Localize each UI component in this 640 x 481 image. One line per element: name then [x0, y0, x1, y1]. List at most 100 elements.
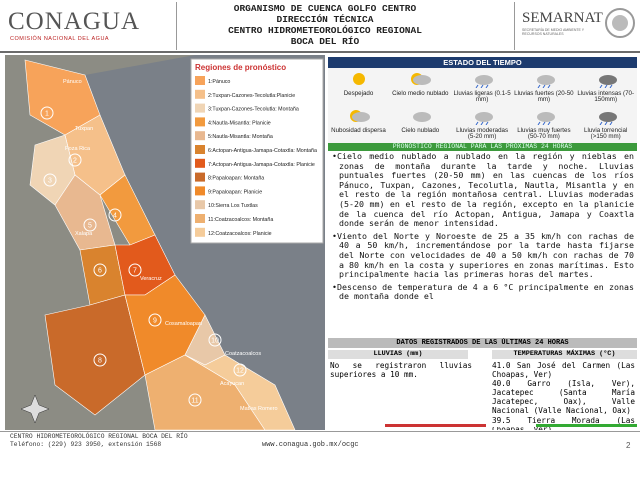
region-marker — [68, 153, 82, 167]
weather-icon — [475, 75, 494, 89]
region-number: 6 — [98, 268, 102, 275]
legend-title: Regiones de pronóstico — [195, 63, 286, 72]
legend-swatch — [195, 158, 205, 168]
legend-label: 8:Papaloapan: Montaña — [208, 176, 264, 182]
region-marker — [128, 263, 142, 277]
legend-swatch — [195, 131, 205, 141]
title-line: DIRECCIÓN TÉCNICA — [276, 14, 374, 25]
region-area — [54, 174, 116, 251]
weather-label: Cielo nublado — [401, 126, 440, 134]
cloud — [598, 112, 617, 122]
weather-icon — [411, 73, 432, 85]
region-marker — [43, 173, 57, 187]
region-marker — [148, 313, 162, 327]
legend-swatch — [195, 117, 205, 127]
region-number: 8 — [98, 358, 102, 365]
temp-record: 40.0 Garro (Isla, Ver), Jacatepec (Santa… — [492, 379, 635, 416]
cloud — [413, 112, 432, 122]
weather-label: Lluvias intensas (70-150mm) — [577, 89, 635, 103]
rain — [537, 121, 551, 126]
rain — [537, 84, 551, 89]
legend-label: 9:Papaloapan: Planicie — [208, 189, 262, 195]
city-label: Veracruz — [140, 276, 162, 282]
rain — [599, 121, 613, 126]
footer-url: www.conagua.gob.mx/ocgc — [262, 441, 359, 449]
legend-label: 6:Actopan-Antigua-Jamapa-Cotaxtla: Monta… — [208, 148, 317, 154]
weather-icon — [536, 112, 555, 126]
weather-label: Lluvias moderadas (5-20 mm) — [456, 126, 509, 140]
weather-title: ESTADO DEL TIEMPO — [328, 57, 637, 68]
region-number: 2 — [73, 158, 77, 165]
footer-line: CENTRO HIDROMETEOROLÓGICO REGIONAL BOCA … — [10, 433, 188, 440]
region-number: 7 — [133, 268, 137, 275]
weather-item: Lluvias fuertes (20-50 mm) — [513, 70, 574, 104]
region-number: 5 — [88, 223, 92, 230]
semarnat-subtitle: SECRETARÍA DE MEDIO AMBIENTE Y RECURSOS … — [522, 28, 585, 36]
region-number: 11 — [191, 398, 198, 405]
weather-item: Lluvias moderadas (5-20 mm) — [452, 107, 513, 141]
footer-stripe — [385, 424, 637, 427]
title-line: ORGANISMO DE CUENCA GOLFO CENTRO — [233, 3, 417, 14]
region-number: 1 — [45, 111, 49, 118]
weather-item: Lluvias ligeras (0.1-5 mm) — [452, 70, 513, 104]
forecast-bullet: •Descenso de temperatura de 4 a 6 °C pri… — [332, 281, 634, 302]
footer-line: Teléfono: (229) 923 3950, extensión 1568 — [10, 441, 162, 448]
records-table: DATOS REGISTRADOS DE LAS ÚLTIMAS 24 HORA… — [328, 338, 637, 430]
rain — [475, 84, 489, 89]
forecast-title: PRONÓSTICO REGIONAL PARA LAS PRÓXIMAS 24… — [328, 143, 637, 151]
weather-icon — [475, 112, 494, 126]
cloud — [536, 75, 555, 85]
legend-swatch — [195, 103, 205, 113]
compass — [20, 394, 50, 424]
legend-swatch — [195, 214, 205, 223]
region-marker — [208, 333, 222, 347]
header-titles: ORGANISMO DE CUENCA GOLFO CENTRO DIRECCI… — [180, 3, 470, 47]
legend-label: 1:Pánuco — [208, 79, 230, 85]
logo: CONAGUA — [8, 8, 140, 35]
footer-left: CENTRO HIDROMETEOROLÓGICO REGIONAL BOCA … — [10, 433, 188, 449]
weather-item: Despejado — [328, 70, 389, 97]
cloud — [413, 75, 432, 85]
city-label: Tuxpan — [75, 126, 93, 132]
legend-label: 12:Coatzacoalcos: Planicie — [208, 231, 272, 237]
region-marker — [233, 363, 247, 377]
legend-label: 11:Coatzacoalcos: Montaña — [208, 217, 273, 223]
cloud — [475, 112, 494, 122]
legend-swatch — [195, 145, 205, 154]
region-marker — [93, 263, 107, 277]
column-header: LLUVIAS (mm) — [328, 350, 468, 359]
weather-item: Cielo medio nublado — [390, 70, 451, 97]
weather-label: Lluvia torrencial (>150 mm) — [584, 126, 628, 140]
weather-label: Lluvias fuertes (20-50 mm) — [514, 89, 574, 103]
region-marker — [188, 393, 202, 407]
cloud — [475, 75, 494, 85]
weather-icon — [349, 110, 370, 122]
region-marker — [108, 208, 122, 222]
weather-icon — [536, 75, 555, 89]
title-line: CENTRO HIDROMETEOROLÓGICO REGIONAL — [228, 25, 422, 36]
temp-record: 41.0 San José del Carmen (Las Choapas, V… — [492, 361, 635, 380]
weather-icon — [598, 112, 617, 126]
column-header: TEMPERATURAS MÁXIMAS (°C) — [492, 350, 637, 359]
legend-label: 3:Tuxpan-Cazones-Tecolutla: Montaña — [208, 107, 299, 113]
region-marker — [40, 106, 54, 120]
semarnat-logo: SEMARNAT — [522, 10, 603, 26]
region-number: 4 — [113, 213, 117, 220]
emblem — [605, 8, 635, 38]
rain — [475, 121, 489, 126]
legend-label: 4:Nautla-Misantla: Planicie — [208, 120, 271, 126]
rain — [599, 84, 613, 89]
forecast-text: •Cielo medio nublado a nublado en la reg… — [332, 140, 634, 336]
city-label: Pánuco — [63, 79, 82, 85]
temp-cell: 41.0 San José del Carmen (Las Choapas, V… — [492, 361, 635, 430]
cloud — [351, 112, 370, 122]
legend-label: 7:Actopan-Antigua-Jamapa-Cotaxtla: Plani… — [208, 162, 315, 168]
legend-swatch — [195, 89, 205, 99]
legend-swatch — [195, 186, 205, 196]
title-line: BOCA DEL RÍO — [290, 36, 360, 47]
weather-panel: ESTADO DEL TIEMPO Despejado Cielo medio n… — [328, 57, 637, 143]
weather-label: Despejado — [343, 89, 374, 97]
weather-label: Lluvias ligeras (0.1-5 mm) — [453, 89, 511, 103]
